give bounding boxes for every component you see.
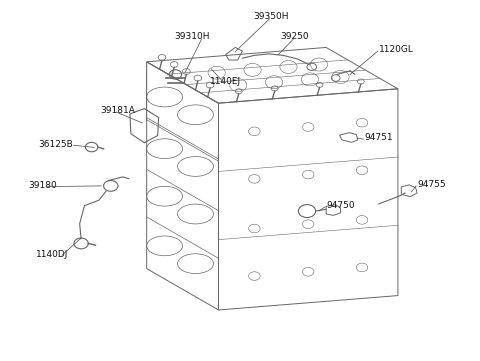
Text: 1140EJ: 1140EJ [210, 77, 241, 86]
Text: 39350H: 39350H [253, 12, 289, 21]
Text: 36125B: 36125B [38, 140, 73, 149]
Text: 39181A: 39181A [100, 106, 135, 115]
Text: 94750: 94750 [326, 201, 355, 210]
Text: 39310H: 39310H [174, 32, 210, 41]
Text: 39250: 39250 [281, 32, 309, 41]
Text: 1120GL: 1120GL [379, 45, 414, 54]
Text: 1140DJ: 1140DJ [36, 250, 69, 259]
Text: 94755: 94755 [417, 179, 446, 188]
Text: 39180: 39180 [28, 181, 57, 190]
Text: 94751: 94751 [364, 133, 393, 142]
